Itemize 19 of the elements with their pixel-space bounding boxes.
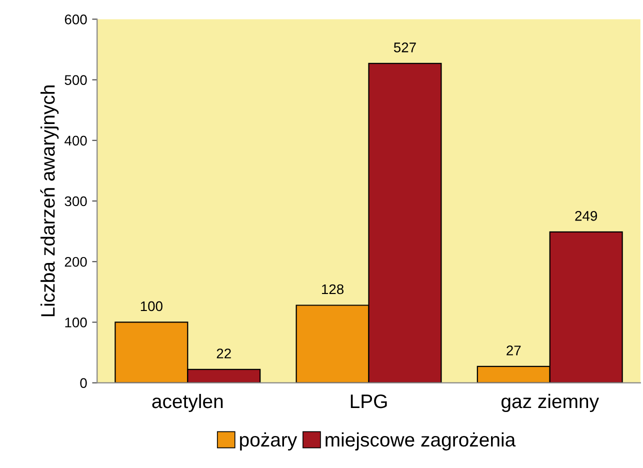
data-label: 128 bbox=[322, 284, 344, 294]
data-label: 527 bbox=[394, 42, 416, 52]
y-tick-label: 200 bbox=[64, 256, 87, 267]
x-tick-label: acetylen bbox=[152, 394, 223, 412]
data-label: 27 bbox=[506, 346, 521, 356]
data-label: 22 bbox=[216, 348, 231, 358]
data-label: 100 bbox=[140, 301, 162, 312]
y-axis-title: Liczba zdarzeń awaryjnych bbox=[40, 86, 59, 316]
legend-label: pożary bbox=[240, 432, 298, 450]
y-tick-label: 100 bbox=[65, 318, 87, 328]
x-tick-label: gaz ziemny bbox=[502, 394, 600, 412]
legend-label: miejscowe zagrożenia bbox=[326, 432, 516, 450]
y-tick-label: 0 bbox=[80, 378, 87, 388]
y-tick-label: 500 bbox=[64, 75, 87, 85]
x-tick-label: LPG bbox=[350, 394, 387, 408]
y-tick-label: 600 bbox=[64, 14, 87, 24]
y-tick-label: 300 bbox=[64, 196, 87, 206]
y-tick-label: 400 bbox=[64, 136, 87, 146]
data-label: 249 bbox=[575, 211, 598, 221]
